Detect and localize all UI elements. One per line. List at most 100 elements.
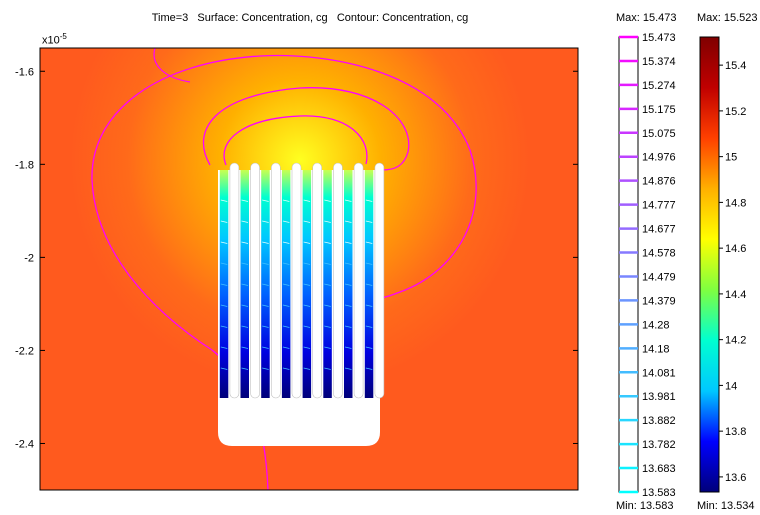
finger-separator xyxy=(333,162,343,399)
y-tick-label: -1.8 xyxy=(15,159,34,171)
finger-separator xyxy=(374,162,385,399)
finger-contour-mark xyxy=(324,367,331,370)
contour-legend-label: 13.981 xyxy=(642,391,676,403)
finger-contour-mark xyxy=(241,346,249,349)
finger-contour-mark xyxy=(220,346,228,349)
electrode-finger xyxy=(364,170,374,398)
finger-contour-mark xyxy=(220,304,228,307)
finger-contour-mark xyxy=(365,241,373,244)
finger-separator xyxy=(250,162,260,399)
finger-separator xyxy=(312,162,323,399)
contour-legend-label: 15.274 xyxy=(642,80,676,92)
finger-contour-mark xyxy=(365,304,373,307)
contour-line xyxy=(223,115,368,166)
electrode-finger xyxy=(302,170,312,398)
finger-contour-mark xyxy=(282,325,290,328)
finger-contour-mark xyxy=(365,283,373,286)
electrode-finger xyxy=(240,170,249,398)
finger-contour-mark xyxy=(303,346,311,349)
contour-legend-label: 14.578 xyxy=(642,248,676,260)
colorbar-tick-label: 15 xyxy=(725,152,737,164)
finger-contour-mark xyxy=(282,367,290,370)
finger-contour-mark xyxy=(303,262,311,265)
finger-contour-mark xyxy=(220,283,228,286)
contour-legend-label: 15.175 xyxy=(642,104,676,116)
finger-contour-mark xyxy=(282,199,290,202)
finger-contour-mark xyxy=(365,262,373,265)
contour-legend-label: 15.473 xyxy=(642,32,676,44)
finger-contour-mark xyxy=(262,346,269,349)
axis-scale-base: x10 xyxy=(42,34,60,47)
axis-scale-power: -5 xyxy=(59,32,67,41)
finger-contour-mark xyxy=(365,199,373,202)
finger-contour-mark xyxy=(303,283,311,286)
contour-legend-label: 13.583 xyxy=(642,487,676,499)
finger-contour-mark xyxy=(220,325,228,328)
finger-contour-mark xyxy=(324,304,331,307)
finger-contour-mark xyxy=(344,220,352,223)
finger-contour-mark xyxy=(344,199,352,202)
contour-legend-label: 14.777 xyxy=(642,200,676,212)
contour-legend-label: 14.28 xyxy=(642,319,670,331)
colorbar-tick-label: 14.8 xyxy=(725,197,746,209)
finger-contour-mark xyxy=(262,304,269,307)
colorbar-tick-label: 14.6 xyxy=(725,243,746,255)
finger-contour-mark xyxy=(365,325,373,328)
colorbar-tick-label: 14.4 xyxy=(725,289,746,301)
finger-contour-mark xyxy=(262,367,269,370)
colorbar-tick-label: 15.4 xyxy=(725,60,746,72)
contour-legend-min: Min: 13.583 xyxy=(616,500,674,512)
finger-contour-mark xyxy=(262,262,269,265)
finger-contour-mark xyxy=(241,262,249,265)
contour-legend-label: 14.876 xyxy=(642,176,676,188)
finger-contour-mark xyxy=(262,325,269,328)
finger-contour-mark xyxy=(324,241,331,244)
contour-legend-label: 13.782 xyxy=(642,439,676,451)
finger-contour-mark xyxy=(220,241,228,244)
plot-title: Time=3 Surface: Concentration, cg Contou… xyxy=(151,12,469,24)
finger-contour-mark xyxy=(324,346,331,349)
plot-frame xyxy=(39,47,579,491)
finger-contour-mark xyxy=(365,367,373,370)
finger-contour-mark xyxy=(241,220,249,223)
finger-contour-mark xyxy=(282,220,290,223)
finger-contour-mark xyxy=(365,346,373,349)
finger-contour-mark xyxy=(241,304,249,307)
finger-contour-mark xyxy=(324,283,331,286)
finger-contour-mark xyxy=(220,220,228,223)
colorbar-min: Min: 13.534 xyxy=(697,500,755,512)
y-tick-label: -1.6 xyxy=(15,66,34,78)
contour-line xyxy=(202,87,410,171)
finger-contour-mark xyxy=(262,220,269,223)
colorbar-tick-label: 14.2 xyxy=(725,335,746,347)
contour-legend-max: Max: 15.473 xyxy=(616,12,677,24)
finger-contour-mark xyxy=(220,199,228,202)
contour-legend-label: 14.976 xyxy=(642,152,676,164)
finger-contour-mark xyxy=(220,367,228,370)
finger-contour-mark xyxy=(303,199,311,202)
electrode-finger xyxy=(261,170,270,398)
finger-contour-mark xyxy=(344,367,352,370)
y-tick-label: -2.4 xyxy=(15,438,34,450)
colorbar-tick-label: 13.6 xyxy=(725,472,746,484)
electrode-finger xyxy=(323,170,332,398)
finger-contour-mark xyxy=(303,367,311,370)
finger-contour-mark xyxy=(303,304,311,307)
finger-contour-mark xyxy=(241,199,249,202)
contour-legend-label: 13.683 xyxy=(642,463,676,475)
finger-contour-mark xyxy=(282,283,290,286)
colorbar-max: Max: 15.523 xyxy=(697,12,758,24)
finger-contour-mark xyxy=(262,283,269,286)
contour-legend-label: 14.677 xyxy=(642,224,676,236)
finger-contour-mark xyxy=(303,325,311,328)
contour-legend-label: 15.075 xyxy=(642,128,676,140)
finger-contour-mark xyxy=(282,262,290,265)
contour-legend-label: 15.374 xyxy=(642,56,676,68)
contour-legend-label: 14.479 xyxy=(642,271,676,283)
finger-contour-mark xyxy=(344,325,352,328)
contour-legend-label: 14.081 xyxy=(642,367,676,379)
finger-contour-mark xyxy=(344,346,352,349)
finger-contour-mark xyxy=(262,241,269,244)
finger-contour-mark xyxy=(241,367,249,370)
